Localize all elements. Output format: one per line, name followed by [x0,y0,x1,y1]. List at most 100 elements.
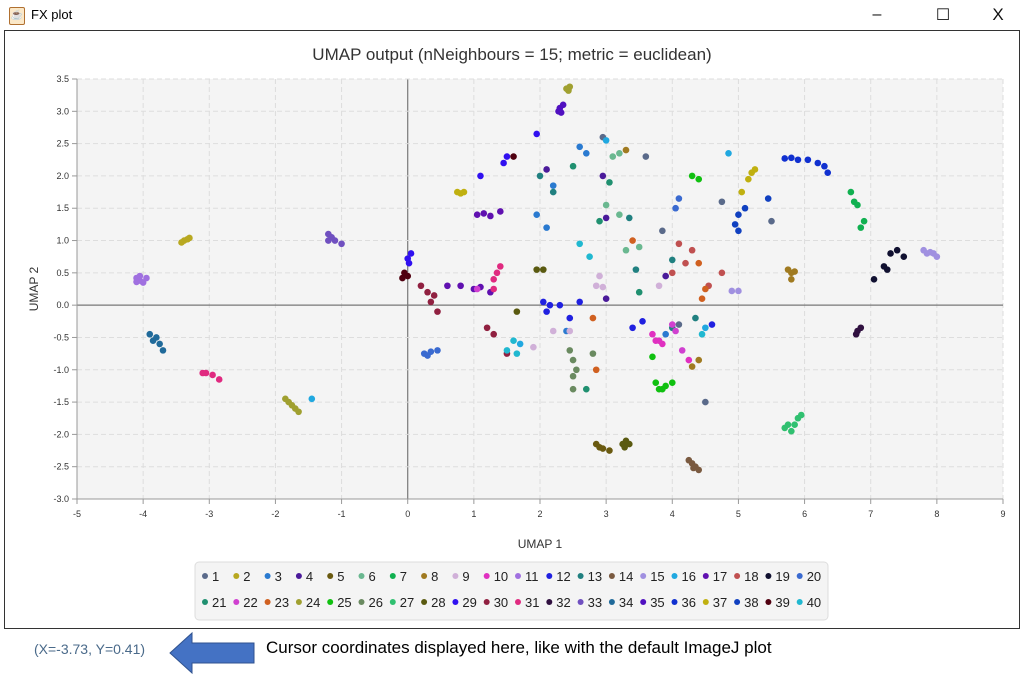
data-point-series-25 [659,385,666,393]
data-point-series-8 [622,146,630,154]
legend-item-39[interactable]: 39 [765,595,790,610]
data-point-series-16 [725,150,732,157]
legend-item-10[interactable]: 10 [483,569,508,584]
legend-marker [264,573,271,579]
legend-item-24[interactable]: 24 [295,595,320,610]
legend-marker [233,599,240,605]
data-point-series-23 [695,259,703,267]
data-point-series-31 [490,276,498,283]
data-point-series-9 [655,282,663,290]
legend-item-17[interactable]: 17 [702,569,727,584]
legend-marker [546,599,553,605]
maximize-button[interactable]: ☐ [935,7,951,24]
legend-item-5[interactable]: 5 [327,569,344,584]
legend-item-7[interactable]: 7 [389,569,407,584]
data-point-series-28 [513,308,521,315]
scatter-chart[interactable]: UMAP output (nNeighbours = 15; metric = … [0,0,1024,630]
legend-item-15[interactable]: 15 [640,569,665,584]
legend-marker [546,573,553,579]
data-point-series-13 [668,256,676,264]
legend-marker [608,599,615,605]
data-point-series-27 [781,424,789,432]
y-tick-label: 3.0 [56,106,69,116]
legend-item-21[interactable]: 21 [202,595,226,610]
data-point-series-17 [444,282,451,290]
legend-item-13[interactable]: 13 [577,569,602,584]
data-point-series-18 [682,259,689,267]
legend-item-4[interactable]: 4 [295,569,313,584]
data-point-series-3 [583,150,590,157]
legend-item-26[interactable]: 26 [358,595,383,610]
data-point-series-4 [543,166,550,173]
data-point-series-23 [629,237,636,244]
data-point-series-9 [592,282,600,290]
data-point-series-1 [675,321,683,328]
x-tick-label: 6 [802,509,807,519]
legend-item-23[interactable]: 23 [264,595,289,610]
data-point-series-26 [589,350,597,357]
data-point-series-17 [480,210,488,217]
legend-item-22[interactable]: 22 [233,595,258,610]
legend-item-27[interactable]: 27 [389,595,414,610]
legend-item-16[interactable]: 16 [671,569,696,584]
data-point-series-35 [555,108,562,115]
minimize-button[interactable]: – [872,6,882,23]
legend-item-12[interactable]: 12 [546,569,571,584]
legend-item-25[interactable]: 25 [327,595,352,610]
legend-item-30[interactable]: 30 [483,595,508,610]
data-point-series-40 [576,240,583,248]
y-tick-label: 2.5 [56,139,69,149]
data-point-series-24 [565,87,572,94]
legend-item-11[interactable]: 11 [515,569,539,584]
data-point-series-4 [599,172,607,180]
legend-marker [295,599,302,605]
data-point-series-1 [718,198,726,206]
legend-item-1[interactable]: 1 [202,569,219,584]
data-point-series-12 [556,301,564,309]
legend-label: 17 [713,569,727,584]
legend-item-31[interactable]: 31 [515,595,539,610]
legend-item-18[interactable]: 18 [734,569,759,584]
legend-item-14[interactable]: 14 [608,569,633,584]
legend-item-38[interactable]: 38 [734,595,759,610]
close-button[interactable]: X [992,5,1004,24]
data-point-series-25 [652,379,660,386]
data-point-series-14 [690,464,697,472]
legend-item-35[interactable]: 35 [640,595,665,610]
legend-item-33[interactable]: 33 [577,595,602,610]
x-tick-label: 1 [471,509,476,519]
data-point-series-22 [668,321,676,328]
legend-item-3[interactable]: 3 [264,569,282,584]
data-point-series-38 [735,227,742,235]
data-point-series-39 [510,153,517,160]
legend-item-9[interactable]: 9 [452,569,470,584]
legend-marker [264,599,271,605]
data-point-series-12 [540,298,547,306]
data-point-series-34 [159,347,167,354]
data-point-series-3 [549,182,557,189]
legend-item-37[interactable]: 37 [702,595,727,610]
y-tick-label: -1.5 [53,397,69,407]
legend-item-28[interactable]: 28 [421,595,446,610]
data-point-series-15 [728,287,736,295]
legend-item-8[interactable]: 8 [421,569,438,584]
legend-item-20[interactable]: 20 [796,569,821,584]
legend-item-32[interactable]: 32 [546,595,571,610]
legend-item-36[interactable]: 36 [671,595,696,610]
legend-item-2[interactable]: 2 [233,569,251,584]
legend-item-6[interactable]: 6 [358,569,376,584]
data-point-series-31 [209,371,216,379]
data-point-series-36 [824,169,832,176]
legend-label: 4 [306,569,313,584]
legend-item-40[interactable]: 40 [796,595,821,610]
data-point-series-29 [405,259,413,267]
data-point-series-5 [606,447,613,454]
data-point-series-20 [672,204,679,212]
legend-item-34[interactable]: 34 [608,595,633,610]
data-point-series-8 [788,276,795,283]
legend-item-19[interactable]: 19 [765,569,790,584]
legend-label: 18 [744,569,758,584]
left-arrow-icon [169,631,255,675]
data-point-series-23 [698,295,706,302]
legend-item-29[interactable]: 29 [452,595,477,610]
